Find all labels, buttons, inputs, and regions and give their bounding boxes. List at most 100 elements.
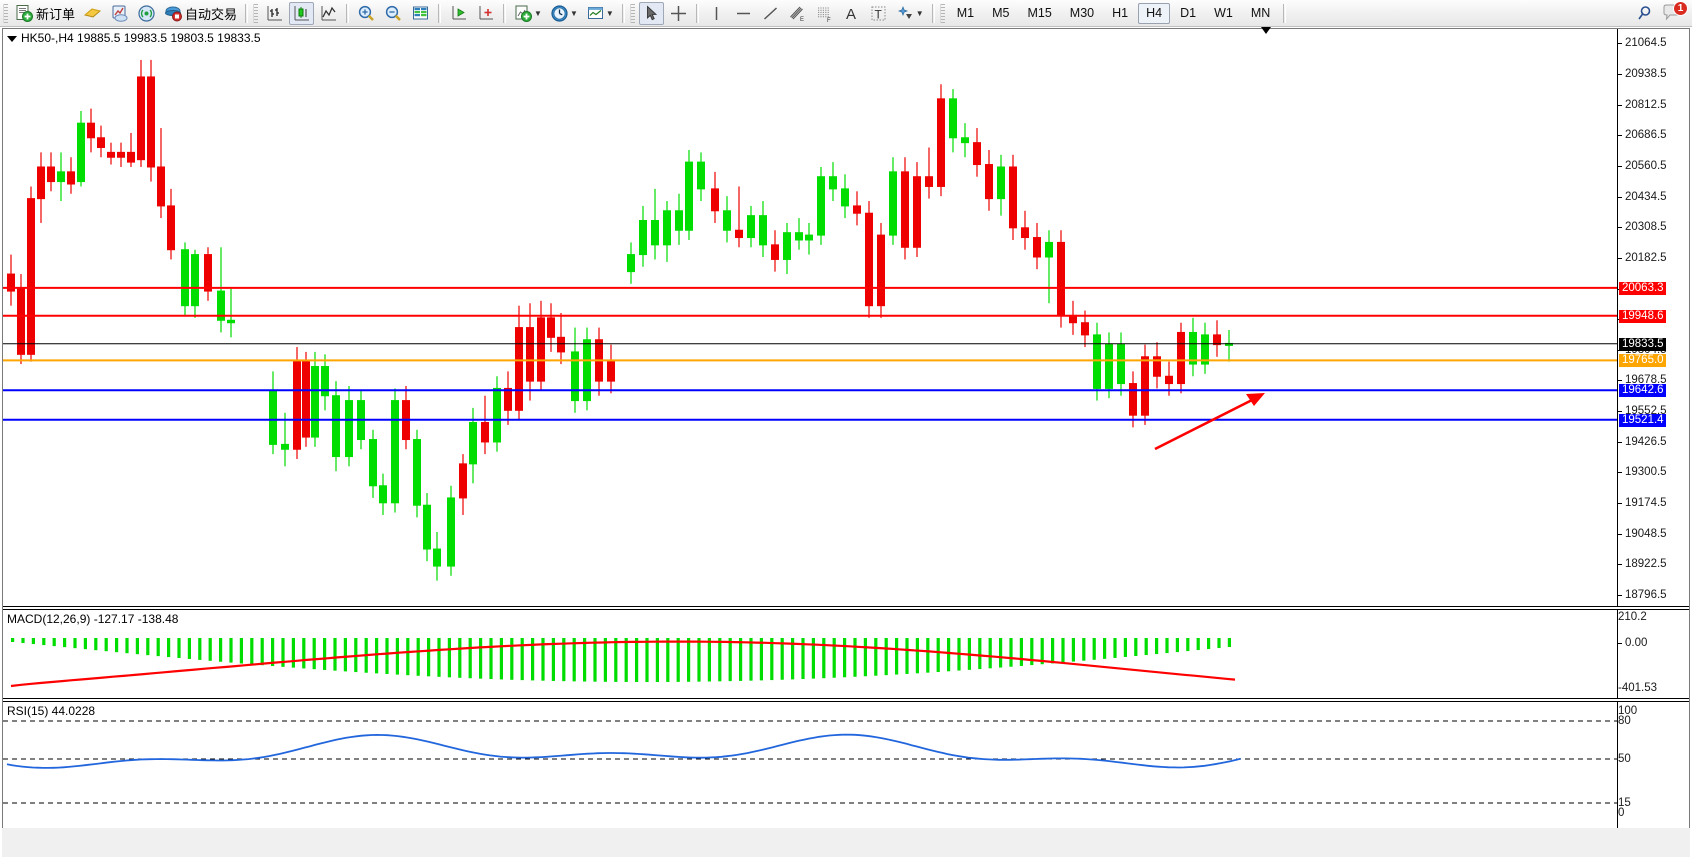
toolbar-separator-2 [346, 3, 350, 23]
main-toolbar: 新订单 [0, 0, 1692, 27]
chart-window[interactable]: HK50-,H4 19885.5 19983.5 19803.5 19833.5 [2, 28, 1690, 857]
price-tick: 20560.5 [1618, 160, 1667, 173]
auto-trading-button[interactable]: 自动交易 [161, 2, 240, 25]
toolbar-grip-3[interactable] [629, 3, 635, 23]
timeframe-m30[interactable]: M30 [1069, 6, 1095, 20]
templates-chevron-down-icon[interactable]: ▼ [605, 8, 614, 18]
price-scale[interactable]: 21064.5 20938.5 20812.5 20686.5 20560.5 20434… [1617, 29, 1689, 606]
shapes-chevron-down-icon[interactable]: ▼ [915, 8, 924, 18]
chart-menu-triangle-icon[interactable] [7, 35, 17, 42]
toolbar-separator-4 [503, 3, 507, 23]
support-level-2[interactable]: 19521.4 [1619, 413, 1666, 427]
search-icon [1635, 4, 1654, 23]
toolbar-grip-2[interactable] [253, 3, 259, 23]
text-button[interactable]: A [839, 2, 864, 25]
svg-text:F: F [827, 18, 831, 23]
price-plot-area[interactable] [3, 29, 1617, 606]
timeframe-w1[interactable]: W1 [1214, 6, 1233, 20]
label-icon: T [869, 4, 888, 23]
trendline-button[interactable] [758, 2, 783, 25]
svg-text:A: A [846, 6, 856, 23]
toolbar-grip-1[interactable] [3, 3, 8, 23]
period-chevron-down-icon[interactable]: ▼ [569, 8, 578, 18]
chart-top-caret-icon [1261, 27, 1271, 34]
toolbar-grip-4[interactable] [939, 3, 945, 23]
toolbar-separator-5 [621, 3, 625, 23]
rsi-scale: 100 80 50 15 0 [1617, 702, 1689, 828]
new-order-button[interactable]: 新订单 [12, 2, 78, 25]
notifications-button[interactable]: 1 [1659, 1, 1689, 25]
timeframe-m15[interactable]: M15 [1027, 6, 1052, 20]
macd-plot-area[interactable] [3, 610, 1617, 698]
crosshair-icon [669, 4, 688, 23]
macd-pane[interactable]: MACD(12,26,9) -127.17 -138.48 210.2 0.00… [3, 609, 1689, 699]
search-button[interactable] [1632, 2, 1657, 25]
price-tick: 20182.5 [1618, 252, 1667, 265]
vertical-line-icon [707, 4, 726, 23]
macd-scale: 210.2 0.00 -401.53 [1617, 610, 1689, 698]
timeframe-m5[interactable]: M5 [992, 6, 1010, 20]
price-tick: 20938.5 [1618, 68, 1667, 81]
price-pane[interactable]: HK50-,H4 19885.5 19983.5 19803.5 19833.5 [3, 29, 1689, 607]
chart-scroll-strip[interactable] [2, 828, 1690, 857]
timeframe-d1[interactable]: D1 [1180, 6, 1197, 20]
chart-shift-button[interactable] [446, 2, 471, 25]
templates-button[interactable]: ▼ [583, 2, 617, 25]
price-tick: 19426.5 [1618, 436, 1667, 449]
label-button[interactable]: T [866, 2, 891, 25]
svg-text:T: T [874, 7, 882, 21]
chart-info-text: HK50-,H4 19885.5 19983.5 19803.5 19833.5 [21, 31, 261, 45]
zoom-out-button[interactable] [381, 2, 406, 25]
support-level-1[interactable]: 19642.6 [1619, 384, 1666, 398]
resistance-level-2[interactable]: 19948.6 [1619, 309, 1666, 323]
notification-count: 1 [1673, 1, 1688, 16]
zoom-out-icon [384, 4, 403, 23]
fibonacci-button[interactable]: F [812, 2, 837, 25]
price-tick: 20812.5 [1618, 99, 1667, 112]
vertical-line-button[interactable] [704, 2, 729, 25]
cursor-button[interactable] [638, 1, 664, 25]
rsi-tick-80: 80 [1618, 715, 1631, 727]
line-chart-icon [319, 4, 338, 23]
candlestick-chart-button[interactable] [289, 1, 315, 25]
chart-info-line: HK50-,H4 19885.5 19983.5 19803.5 19833.5 [7, 31, 261, 45]
horizontal-line-icon [734, 4, 753, 23]
price-tick: 18796.5 [1618, 589, 1667, 602]
timeframe-m1[interactable]: M1 [956, 6, 975, 20]
bar-chart-button[interactable] [262, 2, 287, 25]
autoscroll-button[interactable] [473, 2, 498, 25]
price-candles-svg [3, 59, 1617, 581]
timeframe-h1[interactable]: H1 [1112, 6, 1129, 20]
trendline-icon [761, 4, 780, 23]
data-window-button[interactable] [408, 2, 433, 25]
rsi-plot-area[interactable] [3, 702, 1617, 828]
toolbar-separator-8 [1283, 3, 1287, 23]
toolbar-separator-6 [695, 3, 699, 23]
add-indicator-button[interactable]: ▼ [511, 2, 545, 25]
signals-icon [137, 4, 156, 23]
zoom-in-button[interactable] [354, 2, 379, 25]
crosshair-button[interactable] [666, 2, 691, 25]
bar-chart-icon [265, 4, 284, 23]
rsi-pane[interactable]: RSI(15) 44.0228 100 80 50 15 0 [3, 701, 1689, 829]
add-indicator-icon [514, 4, 533, 23]
add-indicator-chevron-down-icon[interactable]: ▼ [534, 8, 542, 18]
equidistant-channel-button[interactable]: E [785, 2, 810, 25]
period-button[interactable]: ▼ [547, 2, 581, 25]
signals-button[interactable] [134, 2, 159, 25]
timeframe-h4[interactable]: H4 [1138, 2, 1171, 24]
current-price[interactable]: 19833.5 [1619, 337, 1666, 351]
resistance-level-1[interactable]: 20063.3 [1619, 281, 1666, 295]
price-tick: 19552.5 [1618, 405, 1667, 418]
pivot-level[interactable]: 19765.0 [1619, 354, 1666, 368]
history-button[interactable] [80, 2, 105, 25]
terminal-button[interactable] [107, 2, 132, 25]
shapes-button[interactable]: ▼ [893, 2, 927, 25]
history-icon [83, 4, 102, 23]
horizontal-line-button[interactable] [731, 2, 756, 25]
line-chart-button[interactable] [316, 2, 341, 25]
cursor-icon [642, 4, 661, 23]
timeframe-mn[interactable]: MN [1250, 6, 1271, 20]
equidistant-channel-icon: E [788, 4, 807, 23]
macd-label: MACD(12,26,9) -127.17 -138.48 [7, 612, 179, 626]
